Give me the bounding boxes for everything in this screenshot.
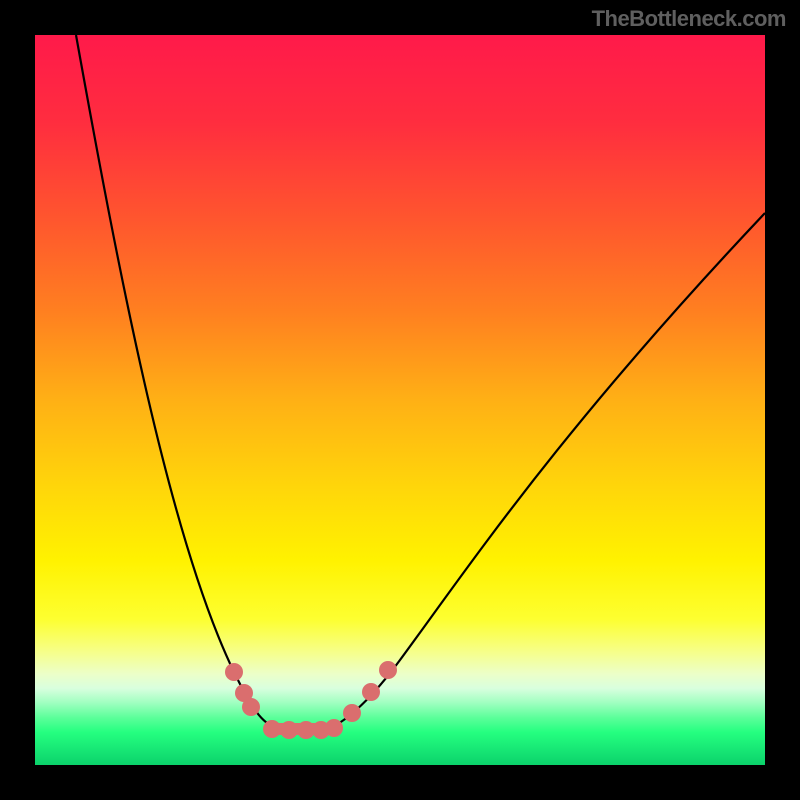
data-point — [379, 661, 397, 679]
data-point — [242, 698, 260, 716]
plot-background — [35, 35, 765, 765]
chart-container: TheBottleneck.com — [0, 0, 800, 800]
data-point — [325, 719, 343, 737]
data-point — [225, 663, 243, 681]
data-point — [343, 704, 361, 722]
data-point — [362, 683, 380, 701]
data-point — [263, 720, 281, 738]
data-point — [280, 721, 298, 739]
watermark-text: TheBottleneck.com — [592, 6, 786, 32]
bottleneck-chart — [0, 0, 800, 800]
